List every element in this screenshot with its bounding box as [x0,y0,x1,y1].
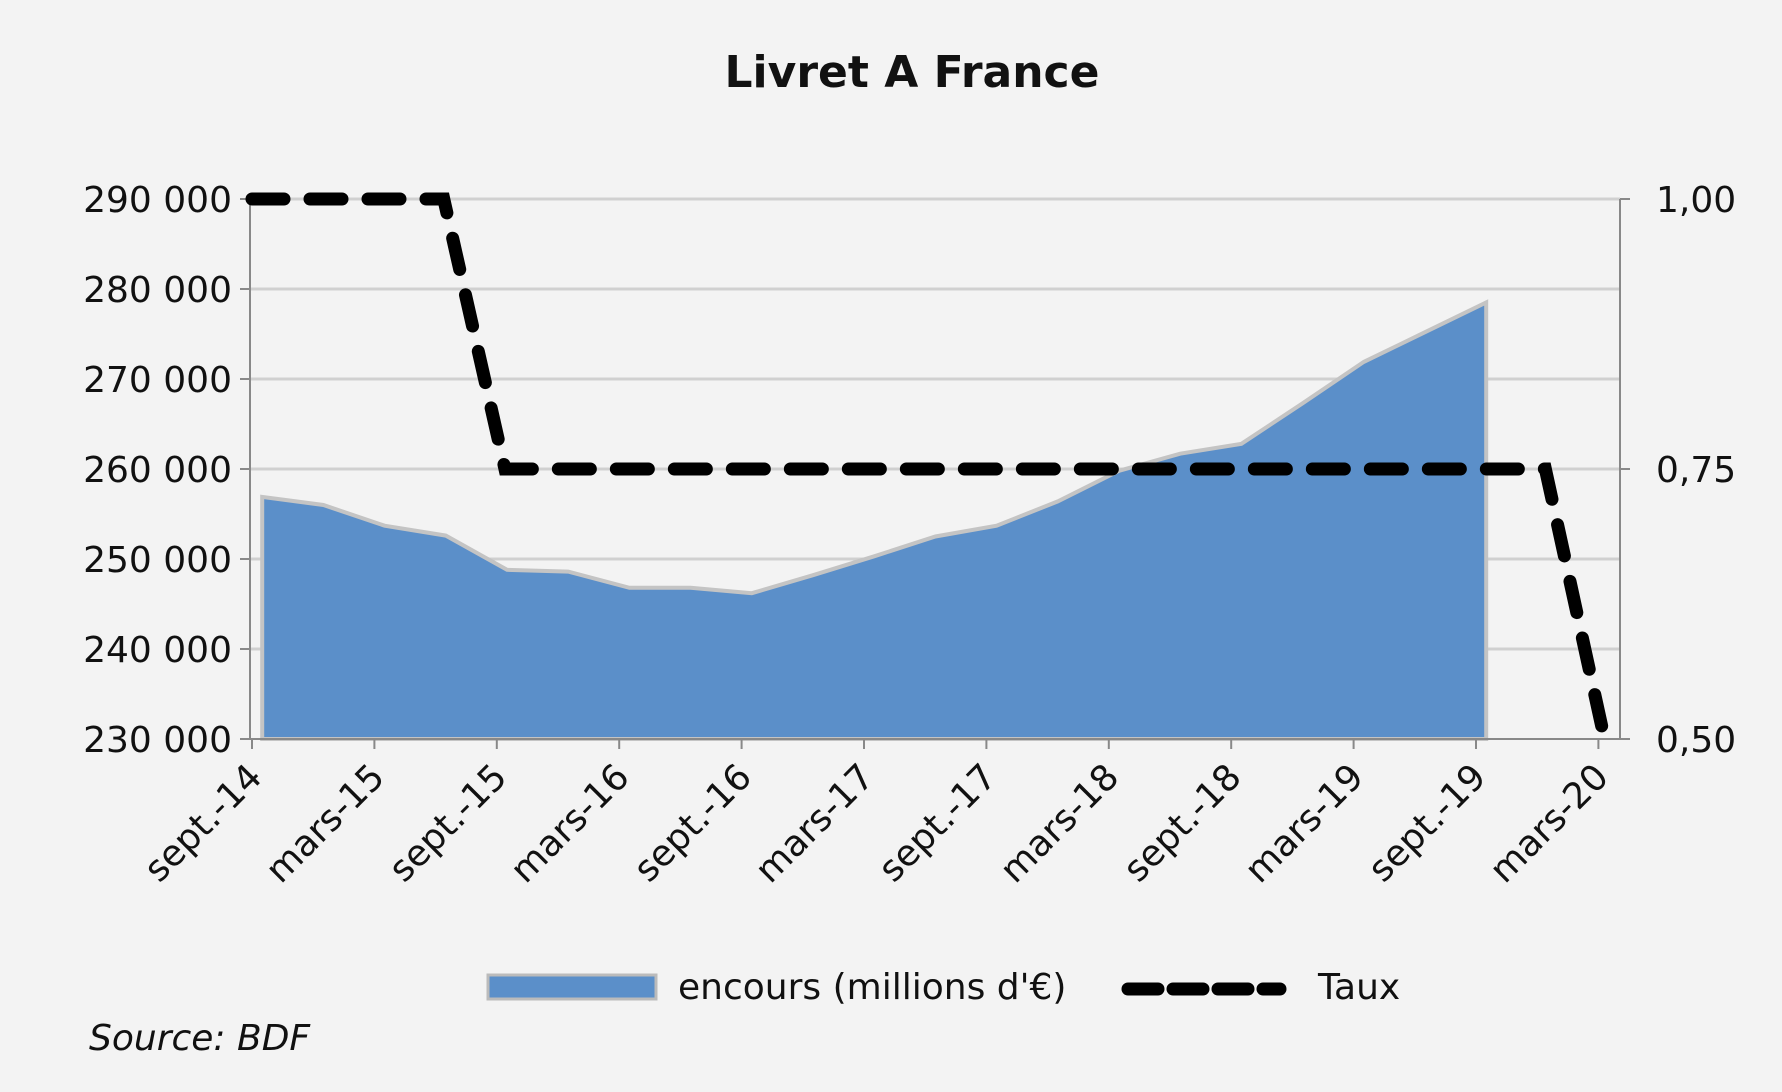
legend-swatch-encours [488,975,656,999]
y-left-tick-label: 250 000 [83,540,232,581]
y-right-tick-label: 1,00 [1656,180,1736,221]
x-tick-label: sept.-18 [1116,756,1250,890]
x-tick-label: mars-19 [1237,756,1372,891]
x-tick-label: mars-15 [258,756,393,891]
y-left-tick-label: 260 000 [83,450,232,491]
x-tick-label: mars-18 [992,756,1127,891]
chart-title: Livret A France [725,47,1100,98]
y-left-tick-label: 230 000 [83,720,232,761]
legend: encours (millions d'€) Taux [488,967,1400,1008]
legend-label-taux: Taux [1317,967,1400,1008]
source-note: Source: BDF [89,1018,311,1059]
x-tick-label: sept.-14 [137,756,271,890]
y-left-tick-label: 280 000 [83,270,232,311]
area-encours [262,303,1486,740]
x-tick-label: mars-17 [748,756,883,891]
x-tick-label: mars-16 [503,756,638,891]
legend-label-encours: encours (millions d'€) [678,967,1066,1008]
y-left-tick-label: 240 000 [83,630,232,671]
x-tick-label: sept.-15 [381,756,515,890]
y-left-tick-label: 270 000 [83,360,232,401]
y-left-tick-label: 290 000 [83,180,232,221]
x-tick-label: sept.-19 [1361,756,1495,890]
y-right-tick-label: 0,75 [1656,450,1736,491]
x-tick-label: sept.-16 [626,756,760,890]
y-right-tick-label: 0,50 [1656,720,1736,761]
x-tick-label: sept.-17 [871,756,1005,890]
x-tick-label: mars-20 [1482,756,1617,891]
